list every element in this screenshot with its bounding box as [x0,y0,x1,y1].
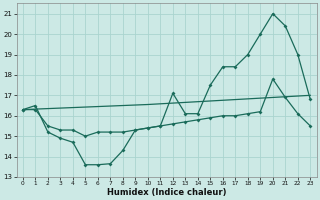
X-axis label: Humidex (Indice chaleur): Humidex (Indice chaleur) [107,188,226,197]
